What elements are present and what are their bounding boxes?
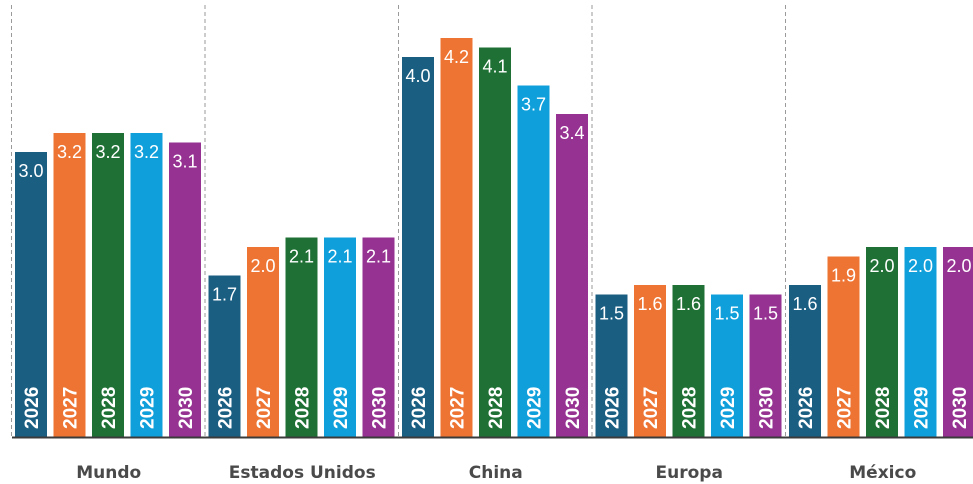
category-label: Europa — [656, 463, 723, 483]
series-label: 2030 — [370, 387, 391, 429]
data-label: 3.7 — [521, 95, 546, 115]
series-label: 2026 — [603, 387, 624, 429]
bar-méxico-2028 — [866, 247, 898, 437]
series-label: 2026 — [216, 387, 237, 429]
bar-europa-2030 — [749, 294, 782, 437]
series-label: 2027 — [61, 387, 82, 429]
series-label: 2030 — [176, 387, 197, 429]
bar-mundo-2029 — [130, 133, 163, 437]
bar-estados-unidos-2029 — [324, 237, 356, 437]
series-label: 2028 — [873, 387, 894, 429]
category-label: Mundo — [76, 463, 141, 483]
series-label: 2028 — [99, 387, 120, 429]
series-label: 2026 — [796, 387, 817, 429]
series-label: 2027 — [448, 387, 469, 429]
bar-estados-unidos-2026 — [208, 275, 241, 437]
bar-europa-2028 — [672, 285, 705, 437]
series-label: 2028 — [680, 387, 701, 429]
bar-china-2030 — [556, 114, 588, 437]
bar-mundo-2028 — [92, 133, 124, 437]
data-label: 4.1 — [482, 57, 507, 77]
data-label: 2.1 — [289, 247, 314, 267]
series-label: 2030 — [563, 387, 584, 429]
data-label: 4.2 — [444, 47, 469, 67]
bar-mundo-2026 — [15, 152, 47, 437]
data-label: 3.2 — [134, 142, 159, 162]
data-label: 1.7 — [212, 285, 237, 305]
data-label: 3.0 — [18, 161, 43, 181]
series-label: 2029 — [912, 387, 933, 429]
data-label: 4.0 — [405, 66, 430, 86]
bar-estados-unidos-2028 — [285, 237, 318, 437]
series-label: 2027 — [835, 387, 856, 429]
category-label: China — [469, 463, 523, 483]
data-label: 2.0 — [908, 256, 933, 276]
data-label: 2.1 — [327, 247, 352, 267]
series-label: 2029 — [525, 387, 546, 429]
bar-europa-2029 — [711, 294, 743, 437]
series-label: 2028 — [486, 387, 507, 429]
bar-mundo-2027 — [53, 133, 86, 437]
series-label: 2029 — [718, 387, 739, 429]
data-label: 1.5 — [714, 304, 739, 324]
bar-estados-unidos-2030 — [362, 237, 395, 437]
bar-méxico-2029 — [904, 247, 937, 437]
data-label: 3.1 — [172, 152, 197, 172]
bar-europa-2027 — [634, 285, 666, 437]
bar-china-2027 — [440, 38, 473, 437]
category-label: México — [849, 463, 916, 483]
bar-mundo-2030 — [169, 142, 201, 437]
data-label: 2.0 — [869, 256, 894, 276]
series-label: 2030 — [950, 387, 971, 429]
bar-méxico-2030 — [943, 247, 973, 437]
series-label: 2027 — [641, 387, 662, 429]
series-label: 2026 — [409, 387, 430, 429]
data-label: 1.9 — [831, 266, 856, 286]
data-label: 2.0 — [250, 256, 275, 276]
data-label: 3.4 — [559, 123, 584, 143]
bar-europa-2026 — [595, 294, 628, 437]
data-label: 2.1 — [366, 247, 391, 267]
data-label: 2.0 — [946, 256, 971, 276]
data-label: 1.6 — [637, 294, 662, 314]
bar-estados-unidos-2027 — [247, 247, 279, 437]
series-label: 2028 — [293, 387, 314, 429]
category-label: Estados Unidos — [229, 463, 376, 483]
bar-china-2026 — [402, 57, 434, 437]
data-label: 1.5 — [753, 304, 778, 324]
series-label: 2026 — [22, 387, 43, 429]
data-label: 1.6 — [792, 294, 817, 314]
bar-méxico-2026 — [789, 285, 821, 437]
bar-china-2028 — [479, 47, 511, 437]
data-label: 1.6 — [676, 294, 701, 314]
series-label: 2029 — [331, 387, 352, 429]
series-label: 2029 — [138, 387, 159, 429]
data-label: 3.2 — [57, 142, 82, 162]
bar-méxico-2027 — [827, 256, 860, 437]
data-label: 3.2 — [95, 142, 120, 162]
bar-china-2029 — [517, 85, 550, 437]
data-label: 1.5 — [599, 304, 624, 324]
series-label: 2030 — [757, 387, 778, 429]
series-label: 2027 — [254, 387, 275, 429]
